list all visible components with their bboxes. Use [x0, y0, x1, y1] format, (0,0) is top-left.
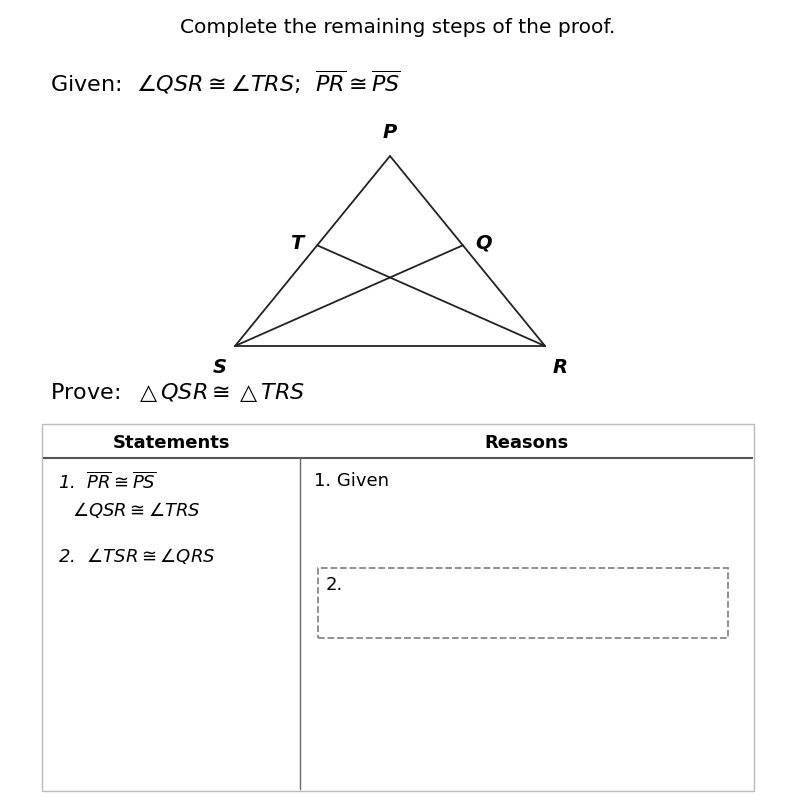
Text: Q: Q: [475, 234, 491, 253]
FancyBboxPatch shape: [42, 424, 754, 791]
Text: Complete the remaining steps of the proof.: Complete the remaining steps of the proo…: [181, 18, 615, 37]
Text: S: S: [213, 358, 227, 377]
Text: Prove:  $\triangle QSR \cong \triangle TRS$: Prove: $\triangle QSR \cong \triangle TR…: [50, 381, 305, 404]
Text: P: P: [383, 123, 397, 142]
Text: T: T: [290, 234, 303, 253]
Text: 2.: 2.: [326, 576, 343, 594]
Text: 2.  $\angle TSR \cong \angle QRS$: 2. $\angle TSR \cong \angle QRS$: [58, 546, 216, 566]
Text: $\angle QSR \cong \angle TRS$: $\angle QSR \cong \angle TRS$: [72, 500, 201, 520]
Bar: [318, 568, 728, 638]
Text: Statements: Statements: [112, 434, 230, 452]
Text: 1. Given: 1. Given: [314, 472, 389, 490]
Text: R: R: [553, 358, 568, 377]
Text: Reasons: Reasons: [485, 434, 569, 452]
Text: Given:  $\angle QSR \cong \angle TRS$;  $\overline{PR} \cong \overline{PS}$: Given: $\angle QSR \cong \angle TRS$; $\…: [50, 68, 401, 96]
Text: 1.  $\overline{PR} \cong \overline{PS}$: 1. $\overline{PR} \cong \overline{PS}$: [58, 472, 156, 494]
